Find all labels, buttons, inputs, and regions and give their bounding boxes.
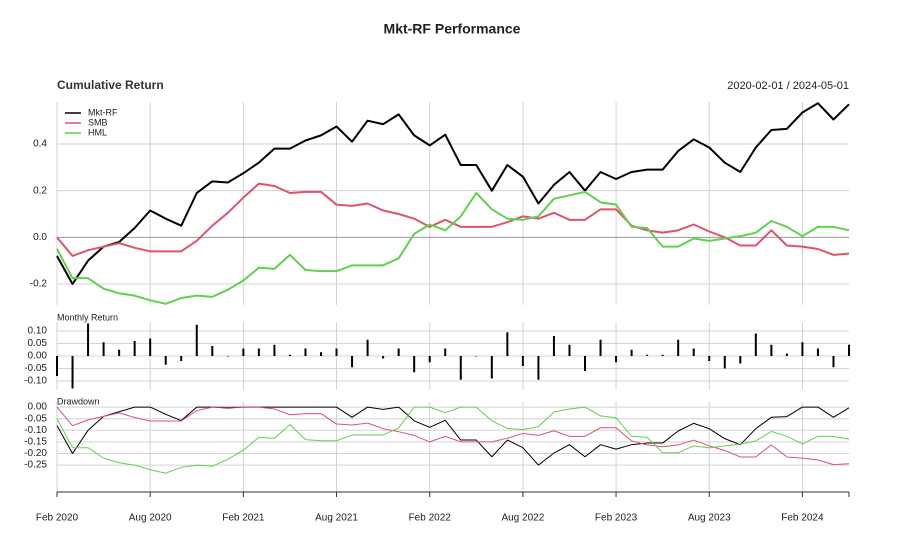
bar (568, 344, 571, 356)
bar (770, 344, 773, 356)
legend-label: HML (88, 127, 107, 137)
x-tick-label: Aug 2020 (129, 513, 172, 524)
bar (848, 344, 850, 356)
bar (211, 346, 214, 356)
bar (257, 348, 260, 356)
y-tick-label: -0.15 (24, 437, 47, 448)
y-tick-label: -0.10 (24, 425, 47, 436)
bar (537, 356, 540, 380)
bar (552, 336, 555, 356)
bar (584, 356, 586, 371)
bar (754, 333, 757, 356)
bar (661, 354, 664, 356)
bar (646, 354, 649, 356)
panel-title: Drawdown (57, 396, 100, 406)
legend-label: Mkt-RF (88, 107, 118, 117)
bar (382, 356, 385, 359)
bar (723, 356, 726, 369)
bar (149, 338, 152, 356)
bar (335, 348, 338, 356)
y-tick-label: -0.20 (24, 448, 47, 459)
x-tick-label: Feb 2024 (781, 513, 824, 524)
bar (366, 339, 369, 356)
x-tick-label: Aug 2022 (501, 513, 544, 524)
x-tick-label: Feb 2021 (222, 513, 265, 524)
bar (195, 324, 198, 356)
x-tick-label: Aug 2023 (688, 513, 731, 524)
chart-title: Mkt-RF Performance (384, 21, 521, 37)
series-line (56, 102, 850, 285)
y-tick-label: 0.0 (33, 232, 47, 243)
bar (506, 332, 509, 356)
y-tick-label: 0.4 (33, 139, 47, 150)
bar (288, 354, 291, 356)
bar (397, 348, 400, 356)
bar (226, 356, 229, 357)
bar (521, 356, 524, 366)
bar (304, 348, 307, 356)
bar (785, 353, 788, 356)
panel-title: Cumulative Return (57, 78, 164, 92)
bar (490, 356, 493, 379)
panel-title: Monthly Return (57, 312, 118, 322)
y-tick-label: 0.2 (33, 185, 47, 196)
bar (133, 341, 136, 356)
x-tick-label: Feb 2022 (409, 513, 452, 524)
bar (444, 348, 447, 356)
series-line (56, 406, 850, 466)
bar (242, 348, 245, 356)
date-range: 2020-02-01 / 2024-05-01 (727, 80, 849, 92)
series-line (56, 406, 850, 474)
bar (413, 356, 416, 373)
legend-label: SMB (88, 117, 108, 127)
y-tick-label: -0.05 (24, 413, 47, 424)
bar (351, 356, 354, 368)
y-tick-label: -0.10 (24, 376, 47, 387)
bar (677, 339, 680, 356)
bar (832, 356, 835, 368)
bar (71, 356, 74, 389)
y-tick-label: 0.00 (28, 402, 48, 413)
bar (320, 352, 322, 356)
bar (118, 349, 121, 356)
bar (273, 344, 276, 356)
y-tick-label: 0.05 (28, 338, 48, 349)
bar (164, 356, 167, 365)
bar (56, 356, 58, 376)
y-tick-label: 0.00 (28, 351, 48, 362)
x-tick-label: Aug 2021 (315, 513, 358, 524)
bar (599, 339, 602, 356)
bar (475, 356, 478, 357)
y-tick-label: -0.25 (24, 460, 47, 471)
series-line (56, 406, 850, 466)
y-tick-label: -0.2 (30, 279, 48, 290)
bar (692, 348, 695, 356)
bar (739, 356, 742, 364)
x-tick-label: Feb 2023 (595, 513, 638, 524)
bar (459, 356, 462, 380)
bar (615, 356, 618, 363)
bar (801, 342, 804, 356)
bar (180, 356, 183, 361)
y-tick-label: -0.05 (24, 363, 47, 374)
series-line (56, 190, 850, 305)
bar (630, 349, 633, 356)
bar (428, 356, 431, 363)
y-tick-label: 0.10 (28, 326, 48, 337)
x-tick-label: Feb 2020 (36, 513, 79, 524)
bar (708, 356, 711, 361)
bar (102, 342, 105, 356)
bar (87, 323, 90, 356)
bar (816, 348, 819, 356)
